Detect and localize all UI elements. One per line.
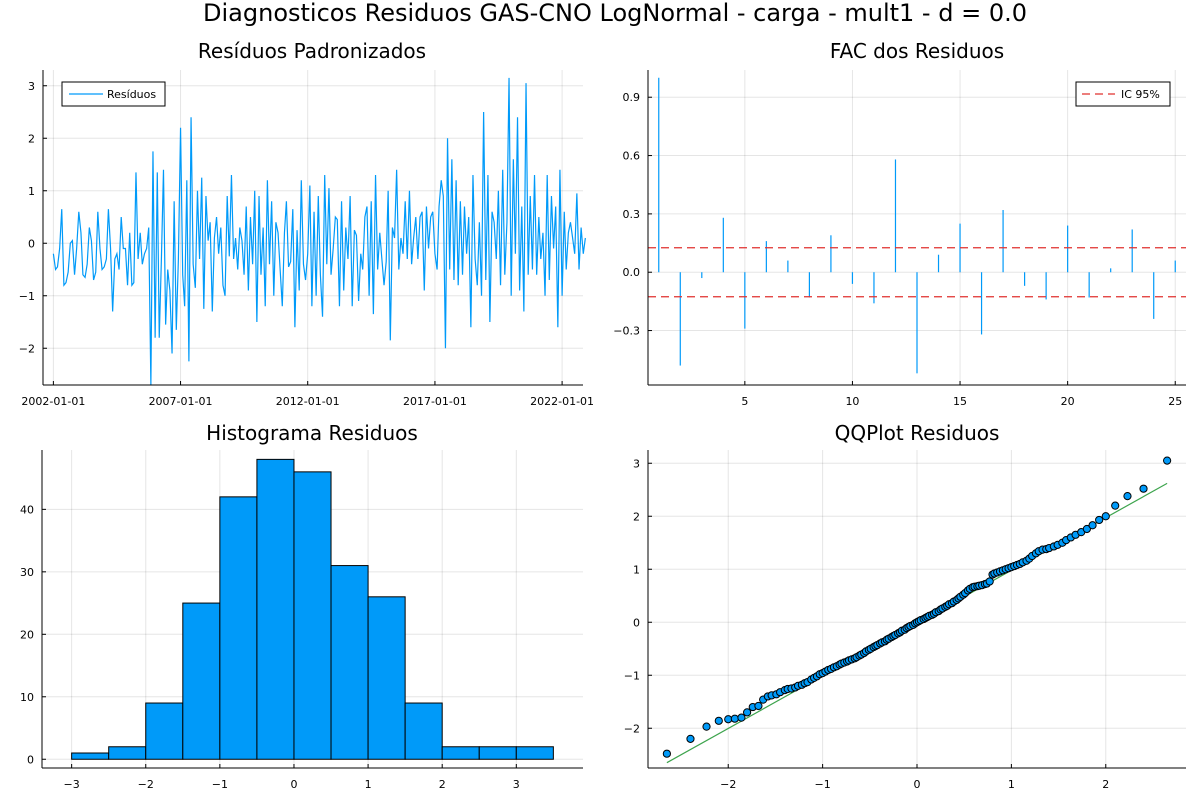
- acf-legend: IC 95%: [1075, 81, 1171, 107]
- x-tick-label: −2: [720, 778, 736, 791]
- residuals-title: Resíduos Padronizados: [198, 39, 426, 63]
- y-tick-label: 0.3: [623, 208, 641, 221]
- x-tick-label: −1: [212, 778, 228, 791]
- qq-point: [686, 734, 695, 743]
- acf-legend-box: [1075, 81, 1171, 107]
- qq-point: [1139, 484, 1148, 493]
- y-tick-label: 0: [27, 753, 34, 766]
- y-tick-label: −2: [624, 722, 640, 735]
- y-tick-label: 3: [633, 457, 640, 470]
- qqplot-title: QQPlot Residuos: [835, 421, 1000, 445]
- x-tick-label: 3: [513, 778, 520, 791]
- residuals-panel: Resíduos Padronizados 2002-01-01 2007-01-…: [19, 39, 594, 408]
- histogram-bar: [71, 752, 110, 760]
- y-tick-label: 10: [20, 691, 34, 704]
- y-tick-label: 0: [28, 237, 35, 250]
- qq-point: [1095, 515, 1104, 525]
- x-tick-label: 2012-01-01: [276, 395, 340, 408]
- x-tick-label: 15: [953, 395, 967, 408]
- histogram-bar: [404, 702, 443, 760]
- qqplot-ticks: −2 −1 0 1 2 −2 −1 0 1 2 3: [624, 457, 1109, 791]
- qq-point: [743, 708, 752, 717]
- qq-point: [737, 713, 746, 722]
- qqplot-points: [662, 456, 1172, 764]
- qq-point: [714, 716, 723, 725]
- y-tick-label: 0.0: [623, 266, 641, 279]
- histogram-title: Histograma Residuos: [206, 421, 418, 445]
- x-tick-label: 0: [914, 778, 921, 791]
- residuals-series: [52, 77, 586, 386]
- qq-point: [702, 722, 711, 731]
- histogram-bar: [293, 471, 332, 760]
- x-tick-label: 2017-01-01: [403, 395, 467, 408]
- x-tick-label: 25: [1168, 395, 1182, 408]
- qq-point: [730, 714, 739, 723]
- acf-legend-label: IC 95%: [1121, 88, 1160, 101]
- y-tick-label: 1: [633, 563, 640, 576]
- x-tick-label: −1: [815, 778, 831, 791]
- qq-point: [1111, 501, 1120, 510]
- x-tick-label: 1: [1008, 778, 1015, 791]
- x-tick-label: −2: [138, 778, 154, 791]
- x-tick-label: 1: [365, 778, 372, 791]
- histogram-bar: [478, 746, 517, 760]
- x-tick-label: 2022-01-01: [530, 395, 594, 408]
- qq-point: [1082, 524, 1091, 534]
- y-tick-label: 2: [633, 510, 640, 523]
- y-tick-label: −1: [624, 669, 640, 682]
- histogram-bar: [515, 746, 554, 760]
- y-tick-label: 40: [20, 503, 34, 516]
- x-tick-label: 2002-01-01: [21, 395, 85, 408]
- y-tick-label: 0: [633, 616, 640, 629]
- residuals-line: [52, 77, 586, 386]
- histogram-bar: [441, 746, 480, 760]
- residuals-legend: Resíduos: [61, 81, 166, 107]
- qqplot-panel: QQPlot Residuos −2 −1 0 1 2 −2 −1 0 1 2 3: [624, 421, 1186, 791]
- y-tick-label: −1: [19, 290, 35, 303]
- y-tick-label: 1: [28, 185, 35, 198]
- qq-point: [1123, 492, 1132, 501]
- y-tick-label: −2: [19, 342, 35, 355]
- histogram-bar: [219, 496, 258, 760]
- qq-point: [662, 749, 671, 758]
- x-tick-label: 5: [741, 395, 748, 408]
- x-tick-label: 0: [290, 778, 297, 791]
- qq-point: [1088, 521, 1097, 530]
- x-tick-label: 2: [1102, 778, 1109, 791]
- x-tick-label: 2007-01-01: [149, 395, 213, 408]
- qq-point: [724, 715, 733, 724]
- figure-title: Diagnosticos Residuos GAS-CNO LogNormal …: [203, 0, 1027, 27]
- histogram-bar: [108, 746, 147, 760]
- acf-title: FAC dos Residuos: [830, 39, 1004, 63]
- residuals-legend-label: Resíduos: [107, 88, 156, 101]
- histogram-bar: [182, 602, 221, 760]
- qq-point: [1163, 456, 1172, 465]
- acf-ticks: 5 10 15 20 25 −0.3 0.0 0.3 0.6 0.9: [613, 91, 1182, 408]
- y-tick-label: 20: [20, 628, 34, 641]
- y-tick-label: 0.6: [623, 150, 641, 163]
- histogram-bars: [71, 458, 554, 760]
- y-tick-label: −0.3: [613, 325, 640, 338]
- x-tick-label: 2: [439, 778, 446, 791]
- histogram-bar: [330, 565, 369, 760]
- x-tick-label: 10: [845, 395, 859, 408]
- residuals-ticks: 2002-01-01 2007-01-01 2012-01-01 2017-01-01…: [19, 80, 594, 408]
- acf-bars: [648, 77, 1186, 374]
- histogram-bar: [256, 458, 295, 760]
- histogram-bar: [367, 596, 406, 760]
- y-tick-label: 0.9: [623, 91, 641, 104]
- x-tick-label: 20: [1061, 395, 1075, 408]
- qq-point: [1101, 512, 1110, 521]
- y-tick-label: 3: [28, 80, 35, 93]
- histogram-bar: [145, 702, 184, 760]
- acf-panel: FAC dos Residuos 5 10 15 20 25 −0.3 0.0 0.3 0.6 0…: [613, 39, 1186, 408]
- qq-point: [985, 577, 994, 586]
- y-tick-label: 2: [28, 132, 35, 145]
- qq-point: [754, 701, 763, 711]
- y-tick-label: 30: [20, 566, 34, 579]
- x-tick-label: −3: [64, 778, 80, 791]
